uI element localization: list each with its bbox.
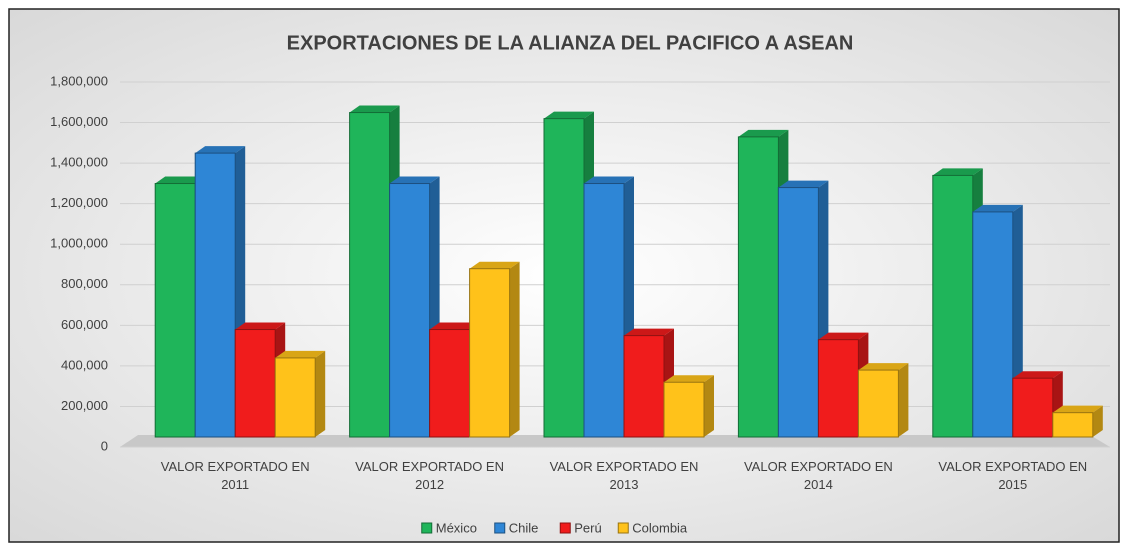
bar-top: [858, 363, 909, 371]
legend-swatch: [494, 522, 506, 534]
y-tick-label: 600,000: [61, 317, 108, 332]
x-tick-label: VALOR EXPORTADO EN 2012: [355, 459, 504, 492]
bar: [817, 339, 859, 438]
bar: [349, 112, 391, 438]
bar-top: [1052, 405, 1103, 413]
bar-top: [195, 146, 246, 154]
y-tick-label: 200,000: [61, 398, 108, 413]
bar: [469, 268, 511, 438]
bar-top: [389, 176, 440, 184]
legend-label: Perú: [574, 520, 601, 535]
bar-top: [664, 375, 714, 383]
bar-top: [818, 332, 869, 340]
bar: [857, 369, 899, 438]
x-tick-label: VALOR EXPORTADO EN 2011: [160, 459, 310, 492]
bar-top: [584, 176, 634, 184]
bar-top: [624, 328, 674, 336]
bar: [623, 335, 665, 438]
bar: [274, 357, 316, 438]
legend-label: Colombia: [632, 520, 688, 535]
legend-label: México: [436, 520, 477, 535]
y-tick-label: 400,000: [61, 357, 108, 372]
bar: [194, 152, 236, 438]
bar: [154, 183, 196, 438]
y-tick-label: 1,400,000: [50, 155, 108, 170]
legend-swatch: [421, 522, 433, 534]
bar-side: [1092, 405, 1103, 437]
x-tick-label: VALOR EXPORTADO EN 2015: [938, 459, 1088, 492]
bar: [932, 174, 974, 438]
bar: [663, 381, 705, 438]
y-tick-label: 1,200,000: [50, 195, 108, 210]
y-tick-label: 800,000: [61, 276, 108, 291]
bar-top: [469, 261, 520, 269]
y-tick-label: 0: [101, 438, 108, 453]
legend-swatch: [559, 522, 571, 534]
bar: [234, 329, 276, 438]
y-tick-label: 1,000,000: [50, 236, 108, 251]
bar: [777, 187, 819, 438]
bar-side: [704, 375, 714, 437]
bar: [389, 183, 431, 438]
bar-top: [738, 129, 789, 137]
bar-top: [235, 322, 286, 330]
floor: [120, 435, 1110, 447]
bar-top: [349, 105, 400, 113]
bar-side: [898, 363, 909, 437]
bar: [429, 329, 471, 438]
y-tick-label: 1,600,000: [50, 114, 108, 129]
bar-top: [1012, 371, 1063, 379]
bar: [1052, 412, 1094, 438]
bar-side: [509, 261, 520, 437]
bar-top: [932, 168, 983, 176]
chart-title: EXPORTACIONES DE LA ALIANZA DEL PACIFICO…: [287, 32, 854, 54]
bar: [583, 183, 625, 438]
bar-top: [544, 111, 594, 119]
bar-top: [429, 322, 480, 330]
bar-top: [778, 180, 829, 188]
legend-swatch: [617, 522, 629, 534]
x-tick-label: VALOR EXPORTADO EN 2014: [743, 459, 893, 492]
bar: [1012, 377, 1054, 438]
bar: [972, 211, 1014, 438]
legend-label: Chile: [509, 520, 539, 535]
bar-top: [275, 350, 326, 358]
bar-side: [315, 350, 326, 437]
x-tick-label: VALOR EXPORTADO EN 2013: [549, 459, 699, 492]
bar: [737, 136, 779, 438]
y-tick-label: 1,800,000: [50, 73, 108, 88]
bar: [543, 118, 585, 438]
bar-top: [972, 204, 1023, 212]
bar-top: [155, 176, 206, 184]
